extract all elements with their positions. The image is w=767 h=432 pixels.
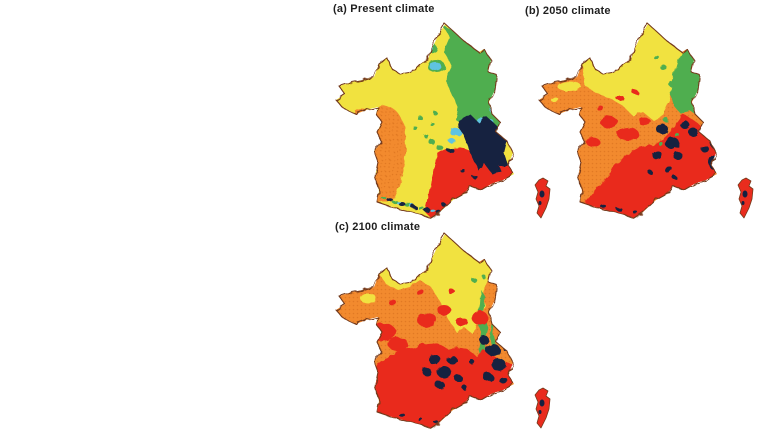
zone-yellow-north [551, 24, 694, 120]
panel-a-label: (a) Present climate [333, 3, 435, 15]
zone-orange-atlantic-coast [355, 105, 406, 202]
pyrenees-strip [399, 413, 439, 424]
zone-navy-mountains [422, 335, 510, 391]
corsica-island [534, 177, 551, 219]
corsica-island [534, 387, 551, 429]
pyrenees-strip [381, 196, 447, 214]
panel-b-label: (b) 2050 climate [525, 5, 611, 17]
corsica-island [737, 177, 754, 219]
zone-red-south [585, 89, 717, 218]
france-climate-map-present [335, 23, 551, 219]
zone-navy-alps [446, 115, 508, 179]
pyrenees-strip [600, 204, 638, 214]
zone-green-northeast [443, 26, 500, 136]
panel-c-label: (c) 2100 climate [335, 221, 421, 233]
france-climate-map-2100 [335, 233, 551, 429]
france-climate-map-2050 [538, 23, 754, 219]
